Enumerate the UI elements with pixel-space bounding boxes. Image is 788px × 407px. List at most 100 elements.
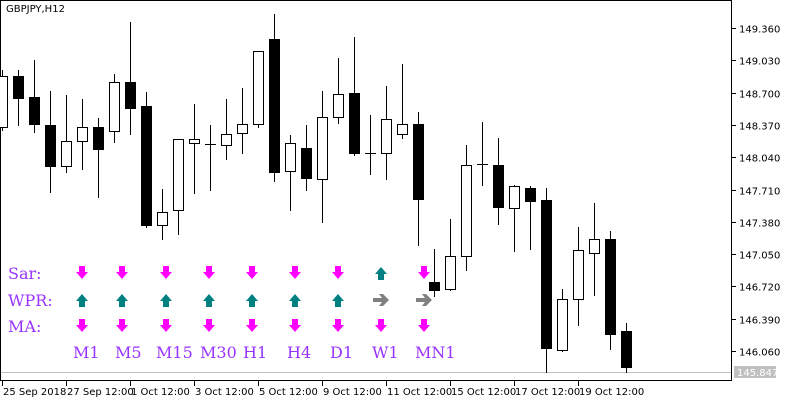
indicator-label: WPR: bbox=[8, 291, 53, 310]
price-tick-label: 148.040 bbox=[739, 154, 780, 165]
candle[interactable] bbox=[381, 86, 392, 180]
price-tick-label: 147.380 bbox=[739, 219, 780, 230]
timeframe-label: M15 bbox=[156, 343, 193, 362]
candle[interactable] bbox=[461, 145, 472, 271]
arrow-up-icon bbox=[332, 294, 344, 307]
arrow-up-icon bbox=[289, 294, 301, 307]
candle[interactable] bbox=[413, 112, 424, 246]
timeframe-label: H4 bbox=[287, 343, 311, 362]
indicator-row: MA: bbox=[8, 317, 430, 336]
candle[interactable] bbox=[445, 219, 456, 291]
arrow-down-icon bbox=[332, 319, 344, 332]
arrow-up-icon bbox=[116, 294, 128, 307]
symbol-title: GBPJPY,H12 bbox=[6, 4, 65, 15]
candle[interactable] bbox=[557, 289, 568, 352]
arrow-up-icon bbox=[203, 294, 215, 307]
time-tick-label: 25 Sep 2018 bbox=[3, 387, 66, 398]
candle[interactable] bbox=[13, 70, 24, 126]
time-tick-label: 11 Oct 12:00 bbox=[387, 387, 452, 398]
candle[interactable] bbox=[237, 88, 248, 154]
candle[interactable] bbox=[349, 37, 360, 156]
indicator-row: WPR: bbox=[8, 291, 432, 310]
candle[interactable] bbox=[285, 135, 296, 211]
time-tick-label: 3 Oct 12:00 bbox=[195, 387, 254, 398]
candle[interactable] bbox=[589, 203, 600, 296]
arrow-down-icon bbox=[246, 266, 258, 279]
arrow-down-icon bbox=[116, 266, 128, 279]
indicator-panel: Sar: WPR: MA: M1 M5 M15 M30 H1 H4 D1 W1 MN1 bbox=[8, 264, 456, 362]
time-tick-label: 9 Oct 12:00 bbox=[323, 387, 382, 398]
candle[interactable] bbox=[509, 185, 520, 252]
arrow-down-icon bbox=[116, 319, 128, 332]
arrow-right-icon bbox=[373, 294, 389, 306]
price-tick-label: 146.060 bbox=[739, 348, 780, 359]
price-tick-label: 147.050 bbox=[739, 251, 780, 262]
time-tick-label: 15 Oct 12:00 bbox=[451, 387, 516, 398]
time-axis[interactable]: 25 Sep 2018 27 Sep 12:001 Oct 12:00 3 Oct … bbox=[2, 381, 645, 398]
arrow-down-icon bbox=[76, 266, 88, 279]
arrow-down-icon bbox=[160, 266, 172, 279]
candle[interactable] bbox=[317, 91, 328, 223]
indicator-label: MA: bbox=[8, 317, 41, 336]
arrow-down-icon bbox=[418, 319, 430, 332]
time-tick-label: 5 Oct 12:00 bbox=[259, 387, 318, 398]
arrow-up-icon bbox=[160, 294, 172, 307]
candle[interactable] bbox=[573, 227, 584, 326]
price-tick-label: 146.390 bbox=[739, 316, 780, 327]
candle[interactable] bbox=[333, 58, 344, 124]
timeframe-label: W1 bbox=[372, 343, 399, 362]
current-price-badge: 145.847 bbox=[734, 366, 778, 379]
time-tick-label: 17 Oct 12:00 bbox=[515, 387, 580, 398]
time-tick-label: 1 Oct 12:00 bbox=[131, 387, 190, 398]
arrow-down-icon bbox=[160, 319, 172, 332]
candle[interactable] bbox=[301, 125, 312, 191]
indicator-label: Sar: bbox=[8, 264, 42, 283]
arrow-up-icon bbox=[375, 267, 387, 280]
arrow-down-icon bbox=[418, 266, 430, 279]
price-tick-label: 149.030 bbox=[739, 57, 780, 68]
candle[interactable] bbox=[189, 104, 200, 194]
candle[interactable] bbox=[541, 188, 552, 373]
arrow-down-icon bbox=[203, 319, 215, 332]
current-price-label: 145.847 bbox=[737, 368, 778, 379]
candle[interactable] bbox=[141, 92, 152, 228]
candle[interactable] bbox=[205, 125, 216, 191]
candle[interactable] bbox=[477, 122, 488, 186]
candle[interactable] bbox=[29, 60, 40, 133]
candle[interactable] bbox=[125, 22, 136, 135]
candle[interactable] bbox=[253, 51, 264, 129]
candle[interactable] bbox=[61, 95, 72, 173]
arrow-down-icon bbox=[76, 319, 88, 332]
timeframe-label: H1 bbox=[243, 343, 267, 362]
candle[interactable] bbox=[77, 99, 88, 170]
candle[interactable] bbox=[157, 189, 168, 240]
candle[interactable] bbox=[221, 99, 232, 160]
candle[interactable] bbox=[173, 139, 184, 236]
arrow-down-icon bbox=[246, 319, 258, 332]
arrow-down-icon bbox=[375, 319, 387, 332]
candle[interactable] bbox=[365, 115, 376, 175]
price-tick-label: 147.710 bbox=[739, 187, 780, 198]
candle[interactable] bbox=[109, 74, 120, 143]
candle[interactable] bbox=[0, 70, 8, 131]
candle[interactable] bbox=[429, 249, 440, 297]
arrow-right-icon bbox=[416, 294, 432, 306]
candle[interactable] bbox=[525, 186, 536, 250]
price-tick-label: 146.720 bbox=[739, 283, 780, 294]
timeframe-label: M1 bbox=[73, 343, 100, 362]
candle[interactable] bbox=[621, 323, 632, 373]
price-tick-label: 149.360 bbox=[739, 25, 780, 36]
indicator-row: Sar: bbox=[8, 264, 430, 283]
candle[interactable] bbox=[397, 64, 408, 139]
candle[interactable] bbox=[269, 14, 280, 182]
price-tick-label: 148.370 bbox=[739, 122, 780, 133]
candle[interactable] bbox=[605, 231, 616, 350]
candle[interactable] bbox=[493, 138, 504, 225]
candle[interactable] bbox=[93, 118, 104, 198]
candles-layer bbox=[0, 14, 632, 373]
price-axis[interactable]: 149.360 149.030 148.700 148.370 148.040 147.7… bbox=[731, 25, 780, 359]
candle[interactable] bbox=[45, 91, 56, 193]
arrow-down-icon bbox=[289, 266, 301, 279]
